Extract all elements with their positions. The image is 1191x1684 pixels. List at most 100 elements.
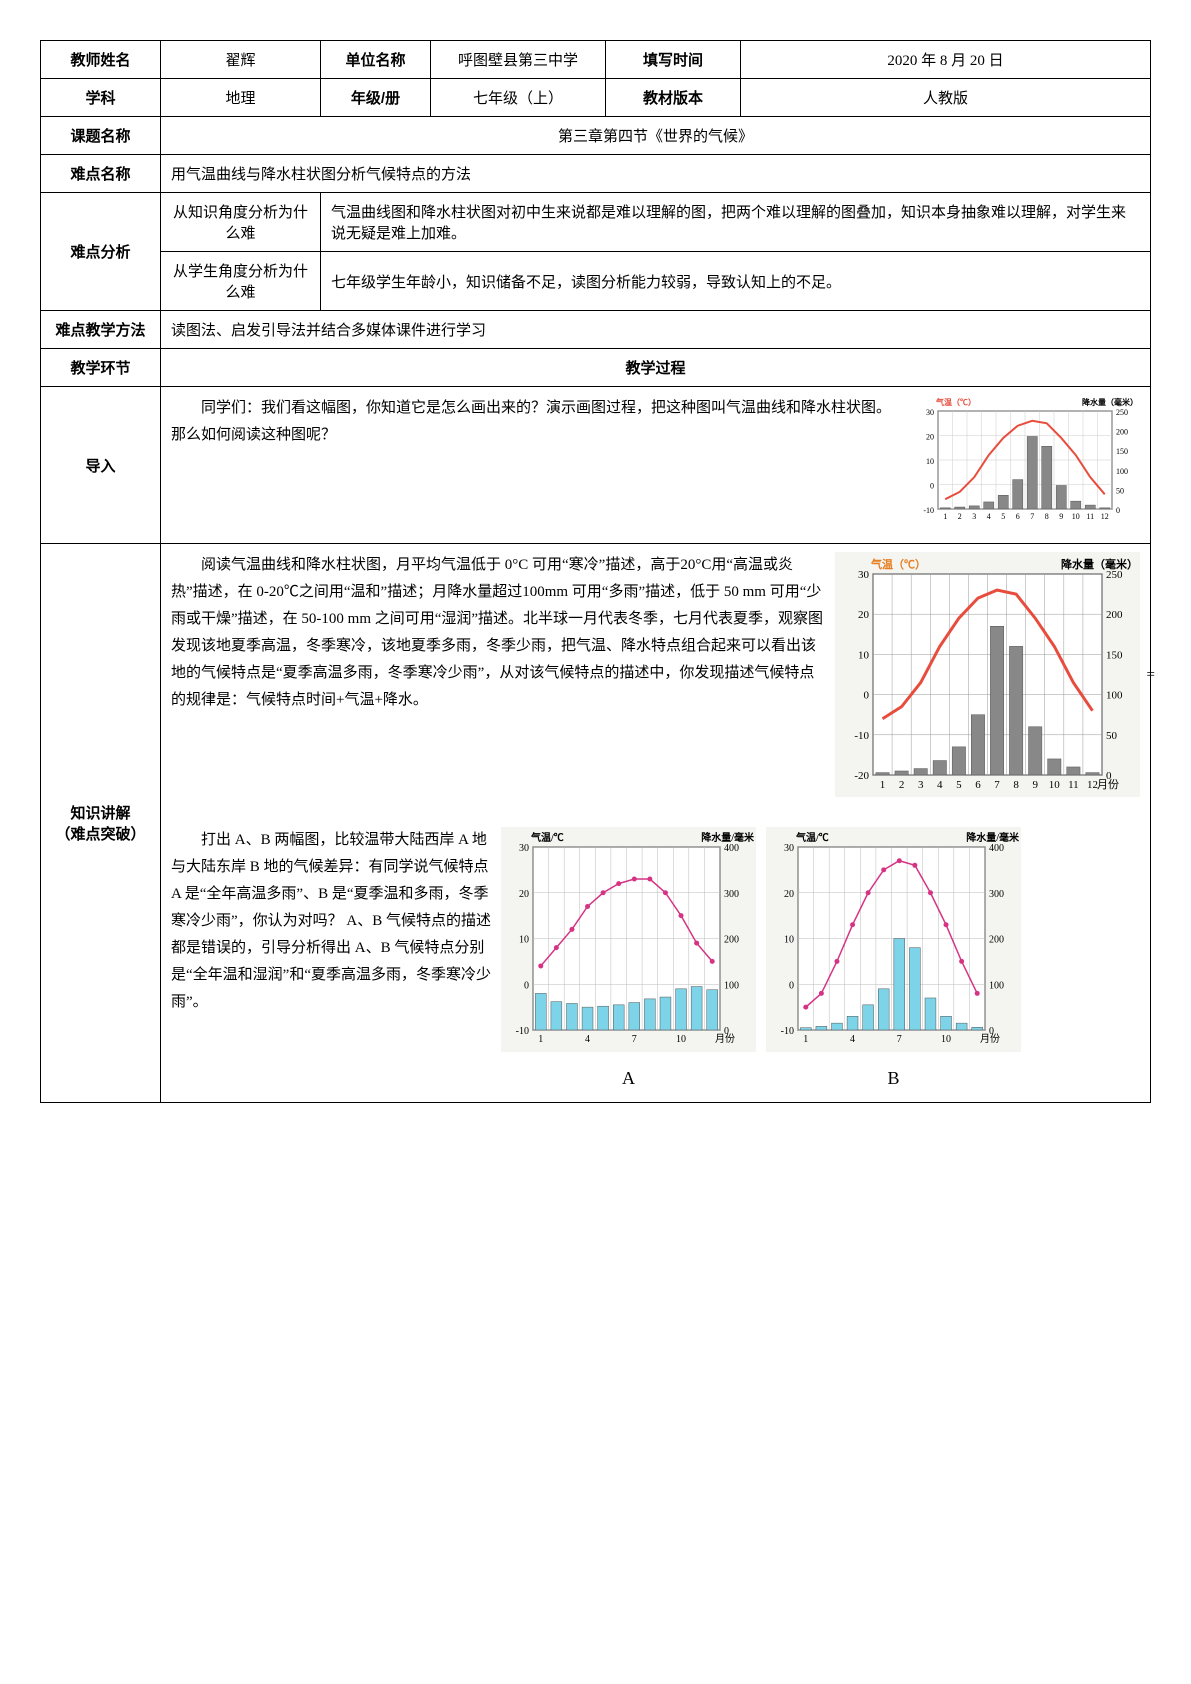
svg-text:20: 20 — [784, 889, 794, 900]
svg-text:4: 4 — [585, 1034, 590, 1045]
svg-text:降水量（毫米）: 降水量（毫米） — [1082, 397, 1138, 407]
svg-text:降水量/毫米: 降水量/毫米 — [701, 831, 755, 844]
lesson-plan-table: 教师姓名 翟辉 单位名称 呼图壁县第三中学 填写时间 2020 年 8 月 20… — [40, 40, 1151, 1103]
student-angle: 七年级学生年龄小，知识储备不足，读图分析能力较弱，导致认知上的不足。 — [321, 252, 1151, 311]
svg-text:400: 400 — [724, 843, 739, 854]
svg-text:12: 12 — [1101, 512, 1109, 521]
svg-text:300: 300 — [989, 889, 1004, 900]
svg-text:10: 10 — [784, 935, 794, 946]
svg-text:250: 250 — [1116, 408, 1128, 417]
svg-text:7: 7 — [632, 1034, 637, 1045]
svg-text:7: 7 — [897, 1034, 902, 1045]
svg-text:0: 0 — [524, 980, 529, 991]
svg-text:6: 6 — [975, 779, 981, 791]
equals-sign: = — [1147, 662, 1155, 689]
svg-text:100: 100 — [1106, 690, 1123, 702]
big-chart: -20-100102030050100150200250123456789101… — [835, 552, 1140, 807]
teaching-method: 读图法、启发引导法并结合多媒体课件进行学习 — [161, 311, 1151, 349]
svg-text:1: 1 — [803, 1034, 808, 1045]
svg-text:1: 1 — [943, 512, 947, 521]
difficulty-name: 用气温曲线与降水柱状图分析气候特点的方法 — [161, 155, 1151, 193]
svg-text:100: 100 — [1116, 467, 1128, 476]
svg-text:气温（℃）: 气温（℃） — [935, 397, 976, 407]
svg-text:月份: 月份 — [715, 1033, 735, 1045]
knowledge-label-line1: 知识讲解 — [51, 802, 150, 823]
svg-text:150: 150 — [1116, 447, 1128, 456]
svg-text:20: 20 — [926, 433, 934, 442]
svg-text:150: 150 — [1106, 649, 1123, 661]
svg-text:200: 200 — [989, 935, 1004, 946]
svg-text:10: 10 — [1049, 779, 1061, 791]
svg-text:月份: 月份 — [1097, 778, 1119, 791]
svg-text:50: 50 — [1116, 486, 1124, 495]
chart-a: -100102030010020030040014710月份气温/℃降水量/毫米… — [501, 827, 756, 1094]
svg-text:200: 200 — [1106, 609, 1123, 621]
svg-text:2: 2 — [899, 779, 905, 791]
svg-text:3: 3 — [972, 512, 976, 521]
svg-text:9: 9 — [1059, 512, 1063, 521]
svg-text:-20: -20 — [854, 770, 869, 782]
svg-text:200: 200 — [1116, 428, 1128, 437]
svg-text:0: 0 — [864, 690, 870, 702]
knowledge-angle: 气温曲线图和降水柱状图对初中生来说都是难以理解的图，把两个难以理解的图叠加，知识… — [321, 193, 1151, 252]
textbook-version: 人教版 — [741, 79, 1151, 117]
svg-text:1: 1 — [538, 1034, 543, 1045]
teacher-name-label: 教师姓名 — [41, 41, 161, 79]
teaching-method-label: 难点教学方法 — [41, 311, 161, 349]
svg-text:10: 10 — [1072, 512, 1080, 521]
intro-cell: 同学们：我们看这幅图，你知道它是怎么画出来的？演示画图过程，把这种图叫气温曲线和… — [161, 387, 1151, 544]
fill-time: 2020 年 8 月 20 日 — [741, 41, 1151, 79]
svg-text:7: 7 — [994, 779, 1000, 791]
svg-text:月份: 月份 — [980, 1033, 1000, 1045]
svg-text:3: 3 — [918, 779, 924, 791]
svg-text:300: 300 — [724, 889, 739, 900]
knowledge-para1: 阅读气温曲线和降水柱状图，月平均气温低于 0°C 可用“寒冷”描述，高于20°C… — [171, 552, 825, 714]
chart-b: -100102030010020030040014710月份气温/℃降水量/毫米… — [766, 827, 1021, 1094]
knowledge-label: 知识讲解 （难点突破） — [41, 544, 161, 1103]
svg-text:10: 10 — [519, 935, 529, 946]
svg-text:0: 0 — [789, 980, 794, 991]
svg-text:20: 20 — [519, 889, 529, 900]
svg-text:100: 100 — [724, 980, 739, 991]
svg-text:-10: -10 — [923, 506, 934, 515]
difficulty-name-label: 难点名称 — [41, 155, 161, 193]
svg-text:降水量（毫米）: 降水量（毫米） — [1061, 557, 1138, 571]
svg-text:30: 30 — [519, 843, 529, 854]
svg-text:0: 0 — [1116, 506, 1120, 515]
svg-text:降水量/毫米: 降水量/毫米 — [966, 831, 1020, 844]
knowledge-angle-label: 从知识角度分析为什么难 — [161, 193, 321, 252]
fill-time-label: 填写时间 — [606, 41, 741, 79]
svg-text:8: 8 — [1045, 512, 1049, 521]
svg-text:5: 5 — [1001, 512, 1005, 521]
svg-text:100: 100 — [989, 980, 1004, 991]
knowledge-para2: 打出 A、B 两幅图，比较温带大陆西岸 A 地与大陆东岸 B 地的气候差异：有同… — [171, 827, 491, 1016]
unit-name: 呼图壁县第三中学 — [431, 41, 606, 79]
svg-text:气温/℃: 气温/℃ — [530, 831, 564, 844]
subject-label: 学科 — [41, 79, 161, 117]
svg-text:10: 10 — [941, 1034, 951, 1045]
unit-label: 单位名称 — [321, 41, 431, 79]
grade: 七年级（上） — [431, 79, 606, 117]
intro-chart: -100102030050100150200250123456789101112… — [910, 395, 1140, 535]
difficulty-analysis-label: 难点分析 — [41, 193, 161, 311]
student-angle-label: 从学生角度分析为什么难 — [161, 252, 321, 311]
svg-text:30: 30 — [784, 843, 794, 854]
svg-text:10: 10 — [926, 457, 934, 466]
svg-text:9: 9 — [1032, 779, 1038, 791]
svg-text:11: 11 — [1068, 779, 1079, 791]
svg-text:-10: -10 — [516, 1026, 529, 1037]
svg-text:4: 4 — [937, 779, 943, 791]
svg-text:20: 20 — [858, 609, 870, 621]
course-name: 第三章第四节《世界的气候》 — [161, 117, 1151, 155]
chart-a-letter: A — [501, 1062, 756, 1094]
svg-text:-10: -10 — [854, 730, 869, 742]
svg-text:8: 8 — [1013, 779, 1019, 791]
course-name-label: 课题名称 — [41, 117, 161, 155]
svg-text:5: 5 — [956, 779, 962, 791]
knowledge-label-line2: （难点突破） — [51, 823, 150, 844]
intro-label: 导入 — [41, 387, 161, 544]
svg-text:1: 1 — [880, 779, 886, 791]
subject: 地理 — [161, 79, 321, 117]
intro-text: 同学们：我们看这幅图，你知道它是怎么画出来的？演示画图过程，把这种图叫气温曲线和… — [171, 395, 900, 449]
svg-text:10: 10 — [858, 649, 870, 661]
